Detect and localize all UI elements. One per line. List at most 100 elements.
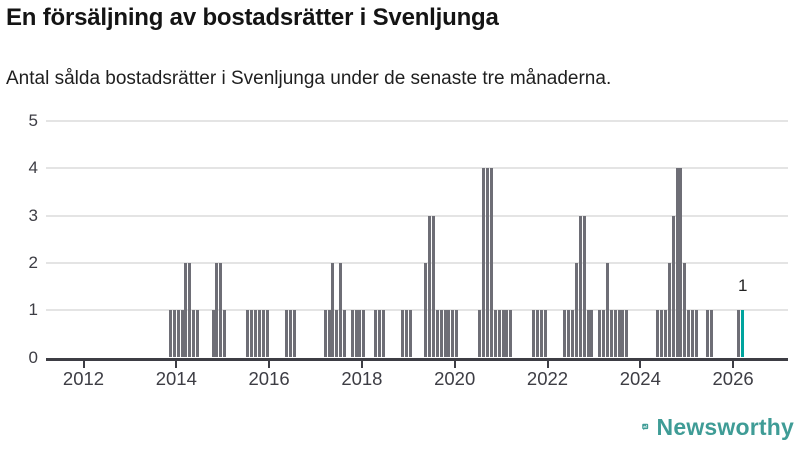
- bar: [447, 310, 451, 358]
- bar: [424, 262, 428, 358]
- x-axis-line: [46, 357, 788, 361]
- bar: [335, 310, 339, 358]
- y-axis-label: 1: [28, 300, 38, 320]
- bar: [482, 168, 486, 358]
- bar: [354, 310, 358, 358]
- bar: [710, 310, 714, 358]
- bar: [250, 310, 254, 358]
- bar: [586, 310, 590, 358]
- bar: [667, 262, 671, 358]
- bar: [679, 168, 683, 358]
- x-tickmark: [453, 360, 456, 368]
- bar: [571, 310, 575, 358]
- bar: [176, 310, 180, 358]
- bar: [741, 310, 745, 358]
- bar: [219, 262, 223, 358]
- bar: [737, 310, 741, 358]
- bar: [254, 310, 258, 358]
- bar: [663, 310, 667, 358]
- bar: [486, 168, 490, 358]
- gridline-y3: [46, 214, 788, 217]
- bar: [381, 310, 385, 358]
- bar: [694, 310, 698, 358]
- bar: [404, 310, 408, 358]
- bar: [590, 310, 594, 358]
- bar: [180, 310, 184, 358]
- bar: [439, 310, 443, 358]
- bar: [691, 310, 695, 358]
- x-axis-label: 2024: [619, 368, 661, 389]
- bar: [451, 310, 455, 358]
- bar: [563, 310, 567, 358]
- y-axis-label: 3: [28, 205, 38, 225]
- x-axis-label: 2014: [155, 368, 197, 389]
- bar: [184, 262, 188, 358]
- bar: [284, 310, 288, 358]
- bar: [246, 310, 250, 358]
- bar: [188, 262, 192, 358]
- bar: [331, 262, 335, 358]
- bar: [602, 310, 606, 358]
- bar: [578, 215, 582, 358]
- bar: [625, 310, 629, 358]
- x-axis-label: 2022: [526, 368, 569, 389]
- bar: [532, 310, 536, 358]
- x-tickmark: [175, 360, 178, 368]
- bar: [408, 310, 412, 358]
- bar: [362, 310, 366, 358]
- x-axis-label: 2026: [712, 368, 754, 389]
- bar: [660, 310, 664, 358]
- bar: [358, 310, 362, 358]
- bar: [575, 262, 579, 358]
- bar: [497, 310, 501, 358]
- bar: [350, 310, 354, 358]
- bar: [489, 168, 493, 358]
- y-axis-label: 2: [28, 252, 38, 272]
- bar: [257, 310, 261, 358]
- newsworthy-wordmark: Newsworthy: [656, 413, 794, 440]
- x-tickmark: [546, 360, 549, 368]
- bar: [617, 310, 621, 358]
- bar: [455, 310, 459, 358]
- bar: [544, 310, 548, 358]
- bar: [431, 215, 435, 358]
- bar: [323, 310, 327, 358]
- newsworthy-logo: Newsworthy: [642, 410, 794, 444]
- bar: [288, 310, 292, 358]
- bar: [377, 310, 381, 358]
- bar: [536, 310, 540, 358]
- x-axis-label: 2018: [341, 368, 383, 389]
- bar: [582, 215, 586, 358]
- bar: [435, 310, 439, 358]
- bar: [493, 310, 497, 358]
- x-tickmark: [732, 360, 735, 368]
- bar: [540, 310, 544, 358]
- bar: [400, 310, 404, 358]
- bar: [509, 310, 513, 358]
- gridline-y5: [46, 120, 788, 122]
- gridline-y4: [46, 167, 788, 170]
- x-tickmark: [360, 360, 363, 368]
- bar: [192, 310, 196, 358]
- x-tickmark: [82, 360, 85, 368]
- chart-title: En försäljning av bostadsrätter i Svenlj…: [6, 4, 499, 31]
- bar: [675, 168, 679, 358]
- chart-subtitle: Antal sålda bostadsrätter i Svenljunga u…: [6, 68, 612, 89]
- bar: [609, 310, 613, 358]
- bar: [215, 262, 219, 358]
- bar: [613, 310, 617, 358]
- x-tickmark: [268, 360, 271, 368]
- bar: [342, 310, 346, 358]
- bar: [223, 310, 227, 358]
- y-axis-label: 4: [28, 158, 38, 178]
- bar: [706, 310, 710, 358]
- bar: [671, 215, 675, 358]
- bar: [621, 310, 625, 358]
- bar: [168, 310, 172, 358]
- bar: [292, 310, 296, 358]
- x-tickmark: [639, 360, 642, 368]
- bar: [501, 310, 505, 358]
- bar: [339, 262, 343, 358]
- gridline-y2: [46, 261, 788, 264]
